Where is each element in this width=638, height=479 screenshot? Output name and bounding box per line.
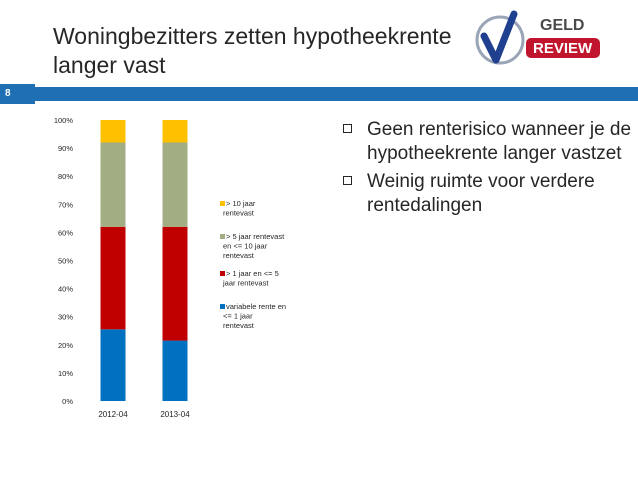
legend-label: > 1 jaar en <= 5 jaar rentevast (222, 269, 279, 288)
y-tick-label: 30% (58, 313, 73, 322)
bullet-text: Weinig ruimte voor verdere rentedalingen (367, 171, 595, 216)
bullet-item: Geen renterisico wanneer je de hypotheek… (343, 118, 633, 166)
y-tick-label: 80% (58, 172, 73, 181)
y-tick-label: 0% (62, 397, 73, 406)
y-tick-label: 40% (58, 285, 73, 294)
bullet-text: Geen renterisico wanneer je de hypotheek… (367, 119, 632, 164)
logo-check-icon (480, 10, 518, 64)
geld-review-logo: GELD REVIEW (475, 10, 600, 65)
legend-label: > 5 jaar rentevast en <= 10 jaar rentevast (223, 232, 285, 260)
bullet-square-icon (343, 124, 352, 133)
y-tick-label: 50% (58, 257, 73, 266)
bar-segment (100, 120, 126, 143)
logo-text-top: GELD (540, 17, 584, 34)
y-tick-label: 10% (58, 369, 73, 378)
x-category-label: 2013-04 (160, 410, 190, 419)
logo-badge (526, 38, 600, 58)
stacked-bar-chart: 0% 10% 20% 30% 40% 50% 60% 70% 80% 90% 100% 2012-04… (54, 116, 286, 419)
legend-label: variabele rente en <= 1 jaar rentevast (223, 302, 286, 330)
bullet-list: Geen renterisico wanneer je de hypotheek… (343, 118, 633, 222)
bar-segment (162, 340, 188, 401)
bar-segment (100, 329, 126, 401)
legend-label: > 10 jaar rentevast (223, 199, 256, 218)
bar-segment (100, 226, 126, 330)
accent-bar (35, 87, 638, 101)
bar-segment (162, 142, 188, 227)
bar-segment (162, 226, 188, 341)
x-category-label: 2012-04 (98, 410, 128, 419)
slide-number: 8 (0, 84, 35, 104)
y-tick-label: 70% (58, 200, 73, 209)
y-tick-label: 60% (58, 228, 73, 237)
y-tick-label: 90% (58, 144, 73, 153)
y-tick-label: 20% (58, 341, 73, 350)
bar-segment (162, 120, 188, 143)
bullet-item: Weinig ruimte voor verdere rentedalingen (343, 170, 633, 218)
bar-segment (100, 142, 126, 227)
logo-ring (475, 15, 525, 65)
bullet-square-icon (343, 176, 352, 185)
slide-title: Woningbezitters zetten hypotheekrente la… (53, 23, 452, 78)
legend-swatch (220, 271, 225, 276)
legend-swatch (220, 201, 225, 206)
legend-swatch (220, 234, 225, 239)
logo-text-bottom: REVIEW (533, 40, 593, 57)
y-tick-label: 100% (54, 116, 74, 125)
legend-swatch (220, 304, 225, 309)
